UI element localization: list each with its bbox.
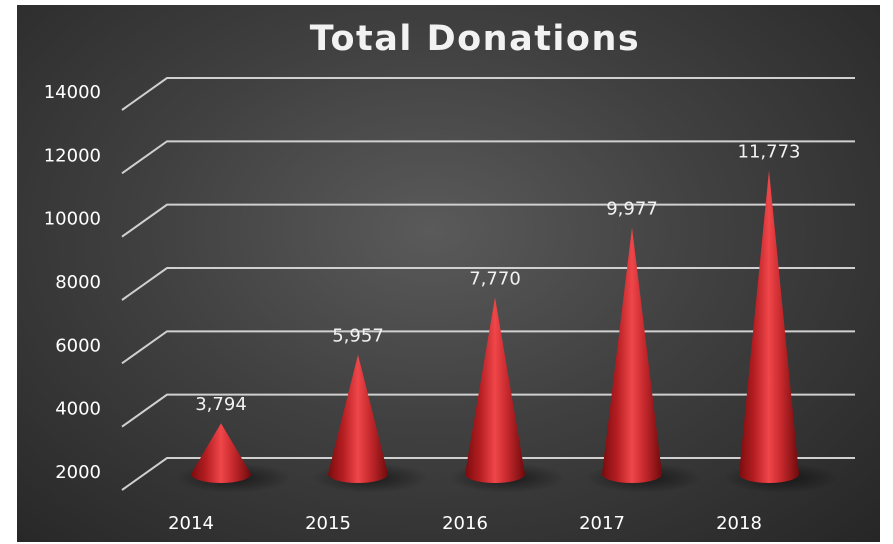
x-tick-label: 2018 <box>716 513 762 534</box>
cone-body <box>602 227 662 483</box>
cone-bar <box>449 297 565 493</box>
cones: 3,794 5,957 7,770 9,977 11,773 <box>175 142 839 493</box>
x-tick-label: 2016 <box>442 513 488 534</box>
gridline <box>121 203 855 238</box>
gridline <box>121 267 855 301</box>
cone-bar <box>586 227 702 493</box>
data-label: 3,794 <box>195 394 247 415</box>
data-label: 11,773 <box>738 142 801 163</box>
y-tick-label: 12000 <box>44 145 101 166</box>
y-tick-label: 2000 <box>55 462 101 483</box>
y-axis: 2000 4000 6000 8000 10000 12000 14000 <box>44 82 101 483</box>
y-tick-label: 10000 <box>44 209 101 230</box>
chart-title: Total Donations <box>310 19 640 59</box>
cone-chart: Total Donations 2000 4000 6000 8000 10000 120… <box>44 19 855 534</box>
cone-bar <box>312 354 428 493</box>
y-tick-label: 4000 <box>55 399 101 420</box>
y-tick-label: 14000 <box>44 82 101 103</box>
cone-bar <box>723 170 839 493</box>
cone-bar <box>175 423 291 493</box>
x-tick-label: 2014 <box>168 513 214 534</box>
gridline <box>121 140 855 175</box>
x-tick-label: 2015 <box>305 513 351 534</box>
data-label: 7,770 <box>469 268 521 289</box>
data-label: 5,957 <box>332 326 384 347</box>
gridline <box>121 77 855 111</box>
cone-body <box>739 170 799 483</box>
x-axis: 2014 2015 2016 2017 2018 <box>168 513 762 534</box>
cone-body <box>465 297 525 483</box>
y-tick-label: 8000 <box>55 272 101 293</box>
chart-area: Total Donations 2000 4000 6000 8000 10000 120… <box>17 5 880 542</box>
y-tick-label: 6000 <box>55 335 101 356</box>
gridlines <box>121 77 855 491</box>
cone-body <box>328 354 388 483</box>
data-label: 9,977 <box>606 198 658 219</box>
x-tick-label: 2017 <box>579 513 625 534</box>
cone-body <box>191 423 251 483</box>
